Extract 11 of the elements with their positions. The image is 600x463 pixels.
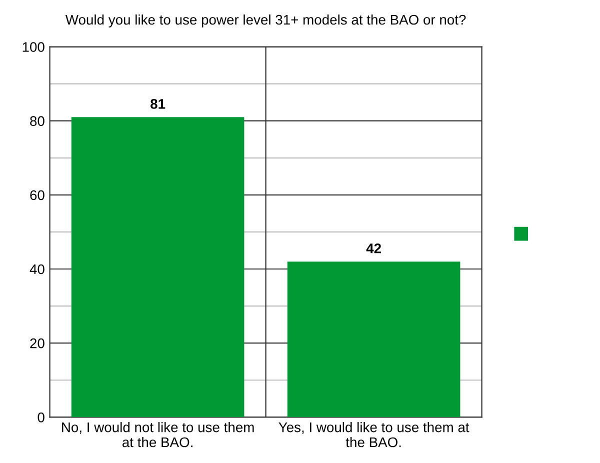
x-tick-label: No, I would not like to use them at the BAO. [62, 422, 254, 448]
y-tick-label: 80 [30, 116, 44, 126]
x-tick-label: Yes, I would like to use them at the BAO. [278, 422, 470, 448]
data-label: 42 [366, 243, 381, 254]
y-tick-label: 0 [38, 412, 44, 422]
chart-title: Would you like to use power level 31+ models at the BAO or not? [65, 14, 466, 28]
y-tick-label: 100 [22, 42, 44, 52]
data-label: 81 [150, 99, 166, 109]
y-tick-label: 60 [30, 190, 44, 200]
y-tick-label: 20 [30, 338, 44, 348]
y-tick-label: 40 [30, 264, 44, 274]
